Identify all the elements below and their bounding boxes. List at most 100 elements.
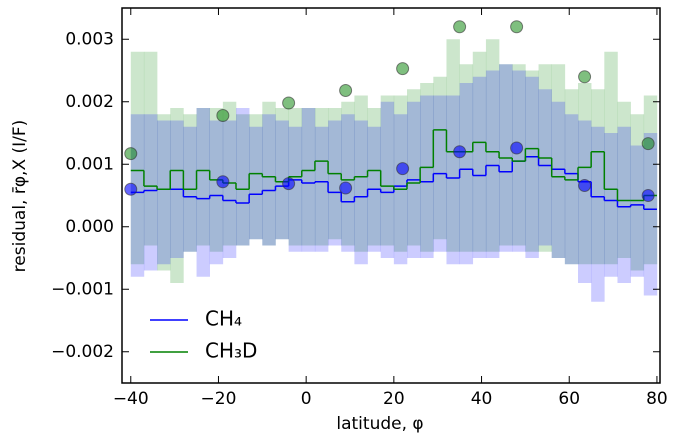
point — [216, 109, 230, 122]
band — [525, 76, 539, 258]
band — [564, 114, 579, 265]
band — [604, 133, 618, 277]
point — [339, 84, 353, 97]
band — [472, 51, 487, 252]
point — [282, 96, 296, 110]
band — [380, 95, 395, 246]
band — [551, 64, 566, 258]
plot-frame — [121, 7, 661, 384]
point — [510, 141, 524, 155]
band — [143, 114, 158, 271]
band — [143, 51, 158, 246]
band — [578, 120, 592, 283]
band — [157, 114, 171, 271]
band — [578, 83, 592, 265]
band — [630, 145, 645, 277]
band — [420, 95, 434, 258]
point — [396, 62, 410, 76]
band — [196, 108, 210, 246]
band — [236, 114, 250, 246]
band — [459, 83, 474, 265]
point — [124, 147, 138, 161]
band — [551, 101, 566, 258]
band — [314, 126, 329, 252]
band — [275, 108, 289, 240]
band — [446, 39, 460, 252]
point — [510, 20, 524, 34]
x-tick-label: −40 — [113, 389, 149, 409]
band — [617, 126, 631, 283]
y-axis-label: residual, r̄φ,X (I/F) — [10, 120, 30, 273]
band — [262, 101, 276, 246]
band — [183, 114, 197, 252]
band — [485, 39, 500, 252]
x-tick-label: 40 — [471, 389, 493, 409]
band — [617, 101, 631, 258]
y-tick-label: −0.002 — [51, 342, 114, 362]
band — [354, 120, 368, 265]
band — [222, 120, 237, 258]
band — [130, 114, 145, 277]
band — [130, 51, 145, 265]
band — [472, 76, 487, 258]
y-tick-label: −0.001 — [51, 279, 114, 299]
band — [249, 126, 263, 240]
band — [249, 114, 263, 240]
band — [222, 101, 237, 246]
x-tick-label: 0 — [301, 389, 312, 409]
band — [525, 70, 539, 252]
point — [578, 70, 592, 84]
band — [407, 89, 421, 246]
point — [453, 145, 467, 159]
band — [328, 120, 342, 246]
band — [643, 133, 658, 296]
point — [216, 175, 230, 189]
band — [485, 70, 500, 258]
point — [641, 137, 655, 151]
legend-label: CH₃D — [205, 339, 257, 363]
band — [512, 64, 526, 246]
band — [591, 89, 605, 265]
y-tick-label: 0.002 — [65, 92, 114, 112]
band — [209, 120, 224, 265]
band — [170, 108, 184, 283]
band — [538, 89, 552, 246]
point — [396, 162, 410, 176]
y-tick-label: 0.000 — [65, 217, 114, 237]
band — [236, 108, 250, 246]
point — [641, 189, 655, 202]
band — [301, 108, 316, 246]
band — [499, 64, 513, 246]
band — [157, 120, 171, 265]
band — [196, 108, 210, 277]
band — [288, 126, 303, 252]
band — [459, 64, 474, 252]
band — [446, 95, 460, 265]
x-tick-label: −20 — [201, 389, 237, 409]
band — [591, 126, 605, 302]
band — [354, 95, 368, 252]
band — [380, 101, 395, 258]
x-axis-label: latitude, φ — [336, 414, 423, 434]
y-tick-label: 0.001 — [65, 154, 114, 174]
point — [282, 177, 296, 191]
legend-label: CH₄ — [205, 307, 242, 331]
band — [314, 108, 329, 246]
band — [301, 108, 316, 252]
point — [578, 179, 592, 192]
point — [124, 182, 138, 196]
x-tick-label: 60 — [558, 389, 580, 409]
point — [453, 20, 467, 34]
y-tick-label: 0.003 — [65, 29, 114, 49]
band — [564, 89, 579, 265]
band — [262, 114, 276, 246]
band — [630, 114, 645, 271]
x-tick-label: 20 — [383, 389, 405, 409]
band — [341, 101, 355, 246]
band — [367, 108, 381, 246]
band — [604, 51, 618, 265]
point — [339, 181, 353, 195]
band — [275, 120, 289, 240]
band — [433, 76, 447, 240]
